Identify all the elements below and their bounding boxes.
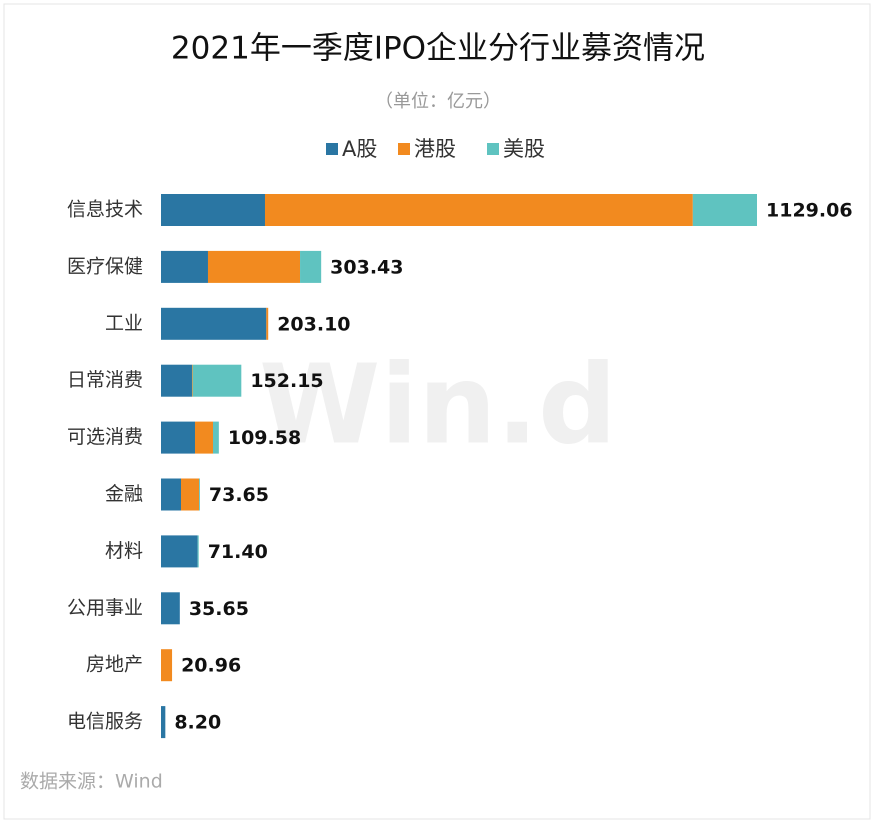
chart-title: 2021年一季度IPO企业分行业募资情况 [171,31,705,67]
total-label: 303.43 [330,256,403,278]
total-label: 109.58 [228,427,301,449]
bar-segment [300,250,322,283]
bar-segment [161,250,208,283]
total-label: 152.15 [250,370,323,392]
category-label: 工业 [105,312,143,334]
total-label: 1129.06 [766,200,853,222]
category-label: 公用事业 [67,597,143,619]
bar-segment [161,649,173,682]
bar-segment [192,364,242,397]
total-label: 73.65 [209,484,269,506]
bar-segment [212,421,219,454]
bar-segment [161,194,265,226]
legend-label: A股 [342,137,377,161]
legend-swatch [398,143,410,155]
bar-segment [161,706,166,739]
subtitle: （单位：亿元） [375,91,501,112]
panel [3,3,871,820]
total-label: 35.65 [189,598,249,620]
legend-swatch [326,143,338,155]
bar-segment [161,421,195,454]
category-label: 材料 [105,540,143,562]
category-label: 医疗保健 [67,255,143,277]
total-label: 203.10 [277,313,350,335]
bar-segment [191,364,193,397]
bar-segment [161,478,182,511]
bar-segment [692,194,757,226]
source: 数据来源：Wind [20,771,163,793]
bar-segment [181,478,200,511]
total-label: 8.20 [174,712,221,734]
total-label: 20.96 [181,655,241,677]
bar-segment [266,307,269,340]
legend-label: 美股 [503,137,545,161]
category-label: 房地产 [86,654,143,676]
watermark: Win.d [259,340,617,468]
bar-segment [197,535,199,568]
bar-segment [194,421,213,454]
bar-segment [161,592,180,625]
category-label: 信息技术 [67,199,143,221]
bar-segment [199,478,200,511]
legend-swatch [487,143,499,155]
bar-segment [264,194,693,226]
bar-segment [161,307,267,340]
category-label: 金融 [105,483,143,505]
bar-segment [161,364,192,397]
category-label: 电信服务 [67,711,143,733]
bar-segment [207,250,301,283]
category-label: 日常消费 [67,369,143,391]
category-label: 可选消费 [67,426,143,448]
legend-label: 港股 [414,137,456,161]
bar-segment [161,535,198,568]
total-label: 71.40 [208,541,268,563]
